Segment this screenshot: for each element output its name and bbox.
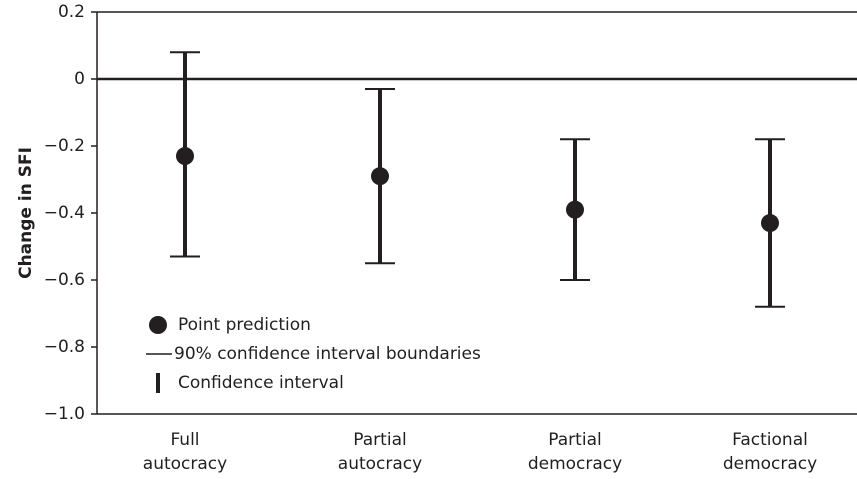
legend-point-symbol bbox=[149, 316, 167, 334]
y-tick-label: −1.0 bbox=[44, 404, 85, 424]
point-prediction bbox=[176, 147, 194, 166]
x-tick-label: Full autocracy bbox=[142, 430, 228, 474]
y-tick-label: −0.8 bbox=[44, 337, 85, 357]
x-tick-label: Partial democracy bbox=[527, 430, 623, 474]
y-tick-label: 0.2 bbox=[58, 2, 85, 22]
x-tick-label: Partial autocracy bbox=[337, 430, 423, 474]
point-prediction bbox=[371, 167, 389, 186]
legend-label: Confidence interval bbox=[178, 373, 344, 393]
point-prediction bbox=[761, 214, 779, 233]
y-tick-label: 0 bbox=[74, 69, 85, 89]
x-tick-label: Factional democracy bbox=[722, 430, 818, 474]
y-axis-label: Change in SFI bbox=[16, 147, 36, 279]
legend-label: Point prediction bbox=[178, 315, 311, 335]
y-tick-label: −0.4 bbox=[44, 203, 85, 223]
y-tick-label: −0.2 bbox=[44, 136, 85, 156]
legend-label: 90% confidence interval boundaries bbox=[174, 344, 481, 364]
point-prediction bbox=[566, 200, 584, 219]
y-tick-label: −0.6 bbox=[44, 270, 85, 290]
